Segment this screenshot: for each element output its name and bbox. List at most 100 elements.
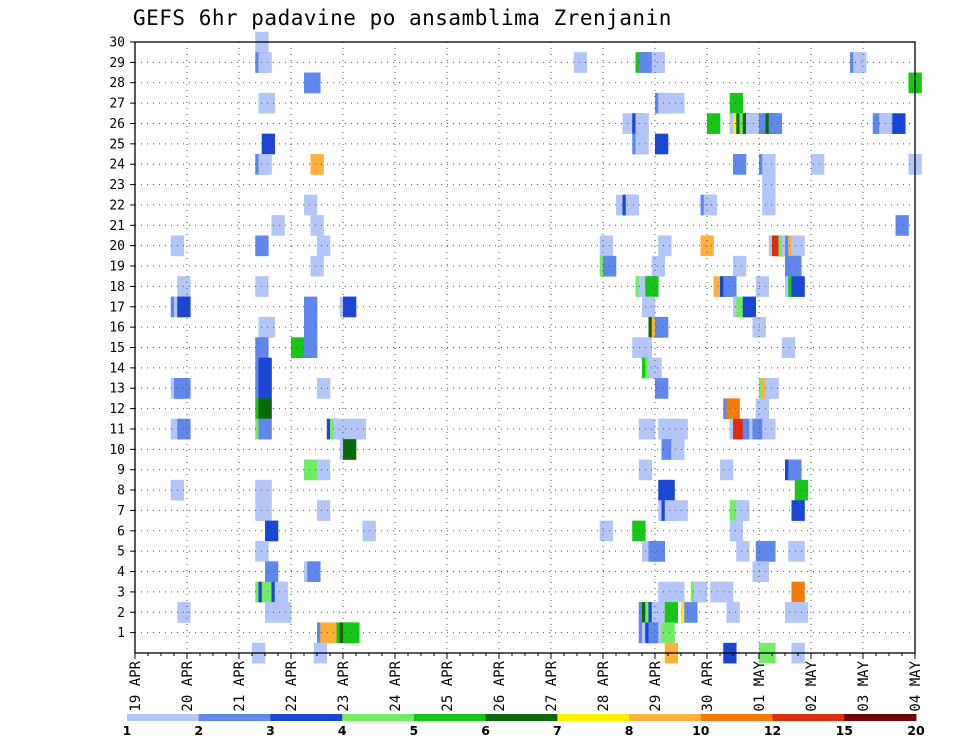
- heat-cell: [317, 459, 331, 481]
- heat-cell: [635, 113, 649, 134]
- y-tick-label: 20: [109, 239, 125, 254]
- y-tick-label: 7: [117, 504, 125, 519]
- heat-cell: [762, 174, 776, 196]
- x-tick-label: 02 MAY: [804, 660, 820, 711]
- heat-cell: [658, 235, 672, 257]
- colorbar-swatch: [485, 714, 558, 721]
- heat-cell: [599, 520, 614, 542]
- heat-cell: [258, 357, 272, 379]
- colorbar-swatch: [342, 714, 415, 721]
- y-tick-label: 6: [117, 524, 125, 539]
- x-tick-label: 04 MAY: [908, 660, 924, 711]
- heat-cell: [346, 622, 360, 644]
- colorbar-swatch: [413, 714, 487, 721]
- heat-cell: [791, 540, 805, 562]
- x-tick-label: 01 MAY: [752, 660, 768, 711]
- heat-cell: [352, 418, 367, 440]
- heat-cell: [720, 459, 734, 481]
- heat-cell: [265, 520, 279, 542]
- heat-cell: [791, 276, 805, 297]
- x-tick-label: 22 APR: [284, 660, 300, 711]
- x-tick-label: 29 APR: [648, 660, 664, 711]
- y-tick-label: 18: [109, 280, 125, 295]
- x-axis: 19 APR 20 APR 21 APR 22 APR 23 APR 24 APR 25 A…: [128, 653, 924, 712]
- colorbar-swatch: [557, 714, 630, 721]
- y-tick-label: 23: [109, 178, 125, 193]
- heat-cell: [742, 296, 757, 318]
- y-tick-label: 4: [117, 565, 125, 580]
- y-tick-label: 29: [109, 56, 125, 71]
- heat-cell: [261, 92, 276, 114]
- x-tick-label: 27 APR: [544, 660, 560, 711]
- heat-cell: [258, 500, 272, 521]
- x-tick-label: 30 APR: [700, 660, 716, 711]
- heat-cell: [755, 276, 770, 297]
- heat-cell: [781, 337, 796, 358]
- heat-cell: [642, 296, 656, 318]
- y-tick-label: 19: [109, 260, 125, 275]
- x-tick-label: 26 APR: [492, 660, 508, 711]
- x-tick-label: 20 APR: [180, 660, 196, 711]
- y-tick-label: 13: [109, 382, 125, 397]
- heat-cell: [788, 255, 802, 277]
- heat-cell: [707, 113, 721, 134]
- colorbar-swatch: [127, 714, 200, 721]
- y-tick-label: 2: [117, 606, 125, 621]
- heat-cell: [258, 479, 272, 501]
- y-tick-label: 27: [109, 97, 125, 112]
- heat-cell: [304, 337, 318, 358]
- y-axis: 1234567891011121314151617181920212223242…: [109, 36, 135, 641]
- heat-cell: [658, 92, 672, 114]
- heat-cell: [733, 255, 747, 277]
- heat-cell: [895, 215, 909, 236]
- heat-cell: [261, 316, 276, 338]
- colorbar-label: 8: [625, 723, 634, 738]
- heat-cell: [729, 92, 744, 114]
- heat-cell: [265, 561, 279, 583]
- heat-cell: [651, 255, 666, 277]
- colorbar-label: 1: [123, 723, 132, 738]
- y-tick-label: 16: [109, 321, 125, 336]
- heat-cell: [573, 52, 588, 73]
- heat-cell: [892, 113, 906, 134]
- colorbar-swatch: [198, 714, 271, 721]
- heat-cell: [765, 378, 779, 399]
- heat-cell: [274, 581, 289, 603]
- heat-cell: [343, 439, 357, 460]
- heat-cell: [265, 602, 279, 623]
- x-tick-label: 28 APR: [596, 660, 612, 711]
- colorbar-label: 10: [692, 723, 710, 738]
- heat-cell: [304, 459, 318, 481]
- heat-cell: [729, 520, 744, 542]
- x-tick-label: 25 APR: [440, 660, 456, 711]
- heat-cell: [304, 316, 318, 338]
- colorbar-swatch: [700, 714, 773, 721]
- heat-cell: [811, 154, 825, 175]
- heat-cell: [700, 235, 714, 257]
- y-tick-label: 15: [109, 341, 125, 356]
- colorbar-swatch: [772, 714, 845, 721]
- y-tick-label: 24: [109, 158, 125, 173]
- heat-cell: [642, 418, 656, 440]
- heat-cell: [632, 520, 646, 542]
- heat-cell: [655, 133, 669, 155]
- heat-cell: [664, 602, 679, 623]
- heat-cell: [310, 154, 324, 175]
- heat-cell: [317, 235, 331, 257]
- colorbar-label: 20: [907, 723, 925, 738]
- heat-cell: [258, 154, 272, 175]
- heat-cell: [317, 378, 331, 399]
- heat-cell: [258, 52, 272, 73]
- heat-cell: [651, 52, 666, 73]
- y-tick-label: 9: [117, 463, 125, 478]
- heat-cell: [343, 296, 357, 318]
- y-tick-label: 26: [109, 117, 125, 132]
- x-tick-label: 23 APR: [336, 660, 352, 711]
- heat-cell: [762, 154, 776, 175]
- heat-cell: [671, 439, 685, 460]
- colorbar-label: 15: [836, 723, 853, 738]
- heat-cell: [258, 378, 272, 399]
- heat-cell: [599, 235, 614, 257]
- heat-cell: [726, 602, 740, 623]
